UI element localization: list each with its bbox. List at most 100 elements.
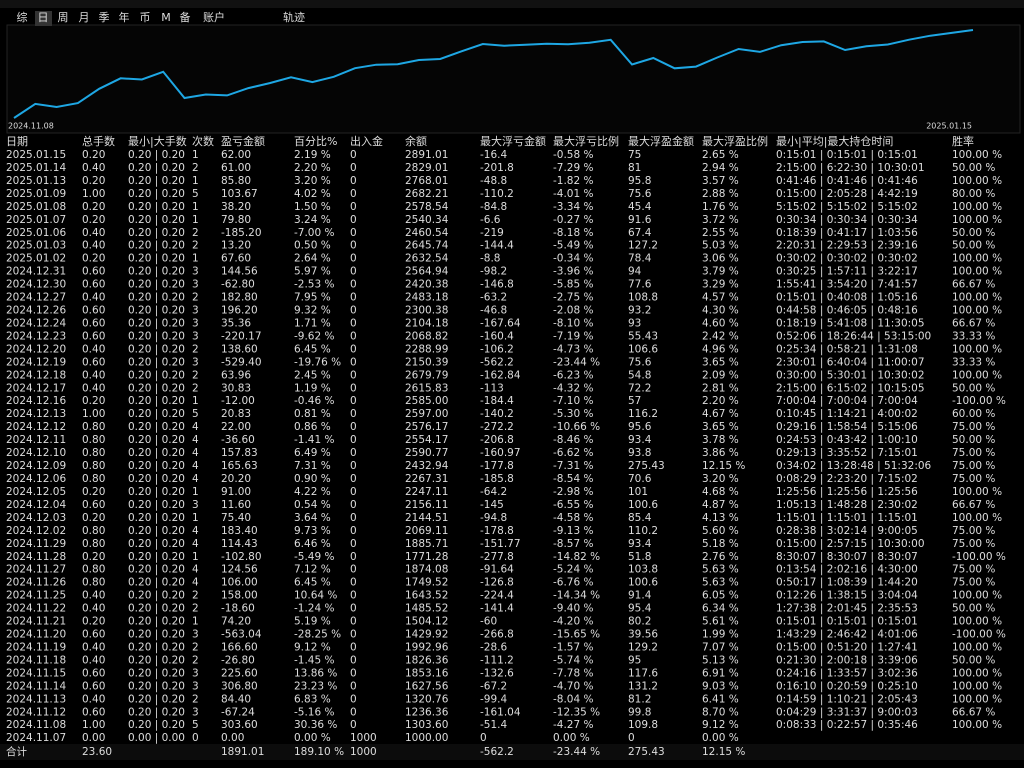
cell: -4.58 %: [553, 512, 594, 524]
tab[interactable]: 币: [140, 11, 151, 24]
tab[interactable]: 轨迹: [283, 10, 305, 24]
cell: 0.20 | 0.20: [128, 447, 185, 459]
cell: 0.20: [82, 253, 105, 265]
cell: 0: [350, 693, 357, 705]
cell: 1:55:41 | 3:54:20 | 7:41:57: [776, 279, 918, 291]
tab[interactable]: M: [161, 11, 171, 24]
cell: 0: [350, 667, 357, 679]
cell: -110.2: [480, 188, 514, 200]
cell: 91.00: [221, 486, 251, 498]
cell: -8.54 %: [553, 473, 594, 485]
cell: 75.00 %: [952, 564, 995, 576]
cell: 0.20 | 0.20: [128, 460, 185, 472]
cell: 1303.60: [405, 719, 448, 731]
cell: -8.10 %: [553, 317, 594, 329]
cell: 6.46 %: [294, 538, 331, 550]
cell: 4.67 %: [702, 408, 739, 420]
tab[interactable]: 备: [180, 10, 191, 24]
cell: 2300.38: [405, 305, 448, 317]
cell: 0:30:02 | 0:30:02 | 0:30:02: [776, 253, 918, 265]
cell: -126.8: [480, 577, 514, 589]
cell: 0.60: [82, 266, 105, 278]
cell: 3.64 %: [294, 512, 331, 524]
cell: -36.60: [221, 434, 255, 446]
column-header: 最小|平均|最大持仓时间: [776, 134, 893, 148]
cell: 2024.12.18: [6, 369, 66, 381]
cell: 9.32 %: [294, 305, 331, 317]
cell: 13.86 %: [294, 667, 337, 679]
cell: -2.53 %: [294, 279, 335, 291]
cell: 0.20 | 0.20: [128, 369, 185, 381]
cell: 6.45 %: [294, 343, 331, 355]
cell: -99.4: [480, 693, 507, 705]
cell: 3.20 %: [294, 175, 331, 187]
total-cell: 23.60: [82, 746, 112, 758]
cell: -3.96 %: [553, 266, 594, 278]
cell: -162.84: [480, 369, 521, 381]
cell: 0:28:38 | 3:02:14 | 9:00:05: [776, 525, 918, 537]
cell: 0.20 | 0.20: [128, 356, 185, 368]
tab[interactable]: 月: [79, 11, 90, 24]
column-header: 最大浮亏金额: [480, 134, 546, 148]
cell: 33.33 %: [952, 330, 995, 342]
cell: 2.88 %: [702, 188, 739, 200]
cell: -63.2: [480, 292, 507, 304]
cell: 110.2: [628, 525, 658, 537]
tab[interactable]: 账户: [203, 10, 225, 24]
cell: 30.83: [221, 382, 251, 394]
cell: 182.80: [221, 292, 258, 304]
total-cell: 合计: [6, 745, 27, 758]
total-cell: 1891.01: [221, 746, 264, 758]
cell: 1: [192, 214, 199, 226]
cell: -141.4: [480, 603, 514, 615]
tab[interactable]: 年: [119, 10, 130, 24]
cell: 3: [192, 330, 199, 342]
cell: 138.60: [221, 343, 258, 355]
cell: 2025.01.13: [6, 175, 66, 187]
column-header: 最大浮盈比例: [702, 134, 768, 148]
cell: 54.8: [628, 369, 651, 381]
total-cell: -562.2: [480, 746, 514, 758]
cell: 0.20 | 0.20: [128, 667, 185, 679]
cell: -100.00 %: [952, 551, 1006, 563]
cell: 108.8: [628, 292, 658, 304]
cell: 0.20 | 0.20: [128, 188, 185, 200]
cell: 1:15:01 | 1:15:01 | 1:15:01: [776, 512, 918, 524]
cell: -7.29 %: [553, 162, 594, 174]
cell: 81.2: [628, 693, 651, 705]
cell: 0.20 | 0.20: [128, 253, 185, 265]
cell: 2247.11: [405, 486, 448, 498]
cell: 1992.96: [405, 641, 449, 653]
cell: 4: [192, 421, 199, 433]
cell: 1627.56: [405, 680, 449, 692]
tab[interactable]: 综: [17, 10, 28, 24]
cell: -7.31 %: [553, 460, 594, 472]
cell: 129.2: [628, 641, 658, 653]
cell: 0: [350, 512, 357, 524]
cell: 1771.28: [405, 551, 448, 563]
cell: 0.20 | 0.20: [128, 603, 185, 615]
cell: 3.72 %: [702, 214, 739, 226]
cell: -0.46 %: [294, 395, 335, 407]
cell: 0.40: [82, 227, 105, 239]
cell: 0: [350, 201, 357, 213]
cell: 2: [192, 654, 199, 666]
cell: 2682.21: [405, 188, 448, 200]
cell: 0.40: [82, 240, 105, 252]
cell: 0.60: [82, 317, 105, 329]
cell: 1504.12: [405, 616, 448, 628]
cell: 1:25:56 | 1:25:56 | 1:25:56: [776, 486, 918, 498]
cell: 93.8: [628, 447, 651, 459]
cell: -8.04 %: [553, 693, 594, 705]
cell: 2024.11.25: [6, 590, 66, 602]
cell: -7.78 %: [553, 667, 594, 679]
cell: 0.40: [82, 382, 105, 394]
cell: 2: [192, 382, 199, 394]
cell: 0.20 | 0.20: [128, 343, 185, 355]
tab[interactable]: 日: [38, 11, 49, 24]
tab[interactable]: 季: [99, 11, 110, 24]
tab[interactable]: 周: [58, 11, 69, 24]
cell: 66.67 %: [952, 706, 995, 718]
cell: -28.6: [480, 641, 507, 653]
